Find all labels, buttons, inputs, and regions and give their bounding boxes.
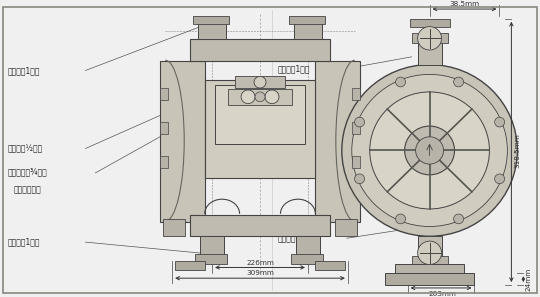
Text: 流体出口1英寸: 流体出口1英寸 bbox=[8, 66, 40, 75]
Bar bbox=[315, 261, 345, 270]
Circle shape bbox=[241, 90, 255, 104]
Bar bbox=[198, 22, 226, 39]
Circle shape bbox=[370, 92, 489, 209]
Text: 气源进口½英寸: 气源进口½英寸 bbox=[8, 144, 43, 153]
Bar bbox=[411, 256, 448, 266]
Bar bbox=[315, 61, 360, 222]
Text: 24mm: 24mm bbox=[525, 268, 531, 291]
Circle shape bbox=[495, 174, 504, 184]
Bar bbox=[417, 236, 442, 258]
Bar bbox=[228, 89, 292, 105]
Circle shape bbox=[254, 76, 266, 88]
Text: 226mm: 226mm bbox=[246, 260, 274, 266]
Bar bbox=[235, 76, 285, 88]
Bar bbox=[352, 156, 360, 168]
Circle shape bbox=[265, 90, 279, 104]
Text: 309mm: 309mm bbox=[246, 270, 274, 276]
Bar bbox=[411, 34, 448, 43]
Circle shape bbox=[352, 74, 508, 227]
Text: 203mm: 203mm bbox=[428, 291, 456, 297]
Bar bbox=[190, 215, 330, 236]
Bar bbox=[395, 263, 464, 275]
Bar bbox=[335, 219, 357, 236]
Bar bbox=[160, 156, 168, 168]
Circle shape bbox=[342, 65, 517, 236]
Circle shape bbox=[454, 77, 463, 87]
Bar bbox=[410, 19, 449, 27]
Bar bbox=[215, 85, 305, 144]
Circle shape bbox=[416, 137, 443, 164]
Bar bbox=[352, 122, 360, 134]
Circle shape bbox=[417, 27, 442, 50]
Circle shape bbox=[396, 214, 406, 224]
Circle shape bbox=[396, 77, 406, 87]
Bar bbox=[205, 80, 315, 178]
Text: 38.5mm: 38.5mm bbox=[449, 1, 480, 7]
Text: 126.3mm: 126.3mm bbox=[424, 280, 458, 286]
Text: 流体进口1英寸: 流体进口1英寸 bbox=[278, 234, 310, 243]
Circle shape bbox=[454, 214, 463, 224]
Circle shape bbox=[417, 241, 442, 265]
Bar bbox=[190, 39, 330, 61]
Text: 流体进口1英寸: 流体进口1英寸 bbox=[8, 238, 40, 247]
Circle shape bbox=[355, 174, 365, 184]
Bar bbox=[296, 236, 320, 256]
Bar bbox=[294, 22, 322, 39]
Bar bbox=[160, 61, 205, 222]
Bar bbox=[384, 273, 475, 285]
Circle shape bbox=[404, 126, 455, 175]
Text: 消声器接口¾英寸: 消声器接口¾英寸 bbox=[8, 168, 48, 177]
Bar bbox=[200, 236, 224, 256]
Bar bbox=[195, 254, 227, 263]
Bar bbox=[160, 122, 168, 134]
Text: （后视位置）: （后视位置） bbox=[14, 185, 42, 194]
Bar bbox=[160, 88, 168, 100]
Text: 318.5mm: 318.5mm bbox=[515, 133, 521, 168]
Circle shape bbox=[355, 117, 365, 127]
Circle shape bbox=[495, 117, 504, 127]
Bar bbox=[176, 261, 205, 270]
Bar bbox=[193, 16, 229, 24]
Bar bbox=[417, 43, 442, 65]
Bar bbox=[163, 219, 185, 236]
Bar bbox=[291, 254, 323, 263]
Bar bbox=[289, 16, 325, 24]
Text: 流体出口1英寸: 流体出口1英寸 bbox=[278, 64, 310, 73]
Bar bbox=[352, 88, 360, 100]
Circle shape bbox=[255, 92, 265, 102]
